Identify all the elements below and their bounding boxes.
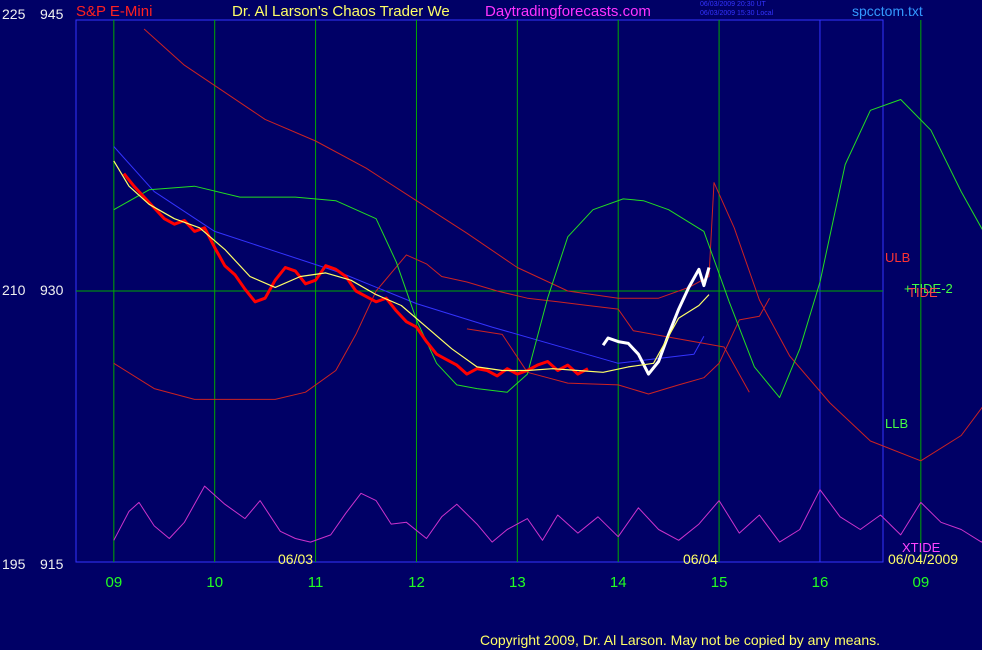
series-line-red_lower2 (466, 297, 770, 395)
x-tick-label-6: 15 (711, 574, 728, 591)
y-tick-left-mid-b: 930 (40, 282, 64, 298)
series-line-red_upper (143, 28, 982, 462)
x-tick-label-8: 09 (912, 574, 929, 591)
series-line-xtide (113, 485, 982, 543)
ulb-label: ULB (885, 250, 911, 265)
copyright: Copyright 2009, Dr. Al Larson. May not b… (480, 632, 881, 648)
x-tick-label-3: 12 (408, 574, 425, 591)
symbol-title: S&P E-Mini (76, 3, 153, 20)
x-tick-label-0: 09 (105, 574, 122, 591)
chart-title: Dr. Al Larson's Chaos Trader We (232, 3, 450, 20)
date-label-2: 06/04 (683, 551, 719, 567)
series-line-price (122, 172, 589, 378)
file-name: spcctom.txt (852, 3, 923, 19)
y-tick-left-top-b: 945 (40, 6, 64, 22)
site-name: Daytradingforecasts.com (485, 3, 651, 20)
x-tick-label-4: 13 (509, 574, 526, 591)
y-tick-left-bot-a: 195 (2, 556, 26, 572)
date-label-1: 06/03 (278, 551, 314, 567)
y-tick-left-mid-a: 210 (2, 282, 26, 298)
tide2-label: +TIDE-2 (904, 281, 953, 296)
date-label-3: 06/04/2009 (888, 551, 959, 567)
x-tick-label-1: 10 (206, 574, 223, 591)
series-line-red_lower (113, 254, 750, 400)
xtide-label: XTIDE (902, 540, 941, 555)
y-tick-left-top-a: 225 (2, 6, 26, 22)
x-tick-label-2: 11 (308, 574, 324, 591)
series-line-forecast (601, 267, 711, 376)
y-tick-left-bot-b: 915 (40, 556, 64, 572)
tide-label: TIDE (908, 285, 938, 300)
llb-label: LLB (885, 416, 909, 431)
series-line-green (113, 99, 982, 399)
series-line-ma (113, 160, 710, 373)
series-line-blue (113, 146, 705, 364)
x-tick-label-7: 16 (812, 574, 829, 591)
timestamp-local: 06/03/2009 15:30 Local (700, 10, 774, 17)
timestamp-ut: 06/03/2009 20:30 UT (700, 1, 766, 8)
x-tick-label-5: 14 (610, 574, 627, 591)
